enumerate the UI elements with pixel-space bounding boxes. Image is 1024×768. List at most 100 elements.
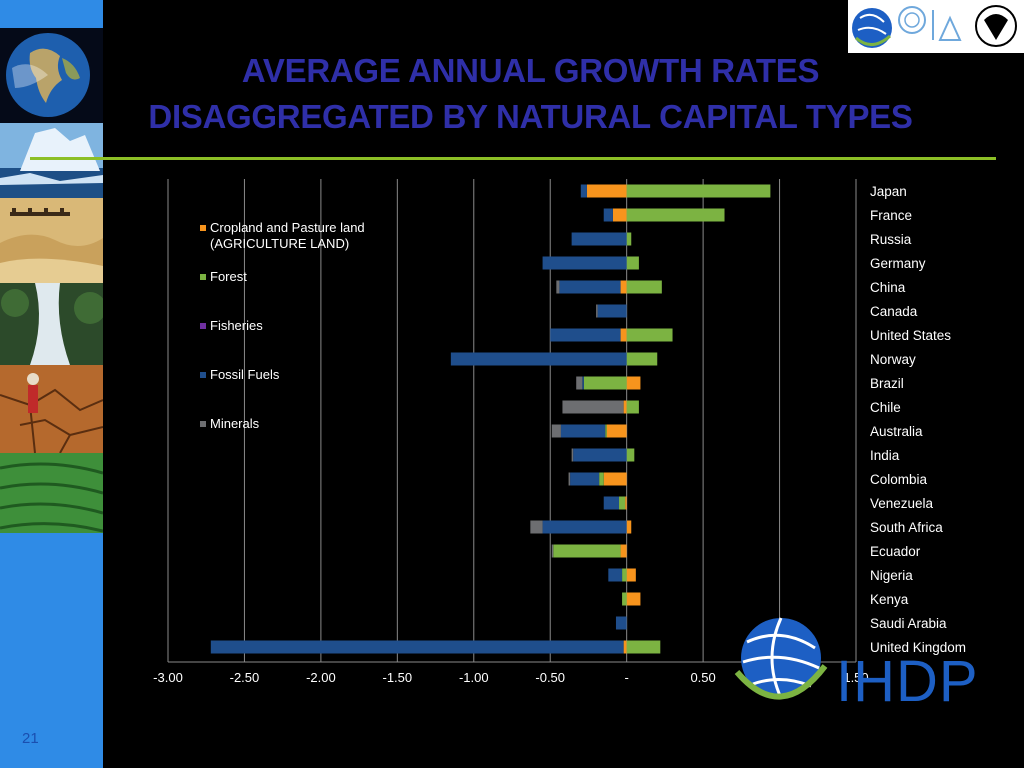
bar-forest <box>622 592 627 606</box>
category-label: Nigeria <box>870 568 913 583</box>
bar-fossil_fuels <box>608 568 623 582</box>
bar-minerals <box>551 544 554 558</box>
bar-fossil_fuels <box>542 520 627 534</box>
bar-fossil_fuels <box>560 424 606 438</box>
bar-agriculture <box>620 280 627 294</box>
category-label: China <box>870 280 906 295</box>
category-label: Australia <box>870 424 923 439</box>
bar-fossil_fuels <box>450 352 627 366</box>
legend-swatch <box>200 323 206 329</box>
bar-fossil_fuels <box>570 472 600 486</box>
unu-logo-icon <box>932 10 962 41</box>
bar-forest <box>626 328 673 342</box>
bar-forest <box>626 352 658 366</box>
x-tick-label: 0.50 <box>690 670 715 685</box>
bar-fossil_fuels <box>603 208 613 222</box>
bar-forest <box>605 424 607 438</box>
bar-agriculture <box>586 184 627 198</box>
ihdp-logo-icon <box>852 8 892 48</box>
bar-agriculture <box>623 400 627 414</box>
bar-agriculture <box>620 328 627 342</box>
bar-forest <box>626 640 661 654</box>
bar-forest <box>583 376 627 390</box>
bar-minerals <box>530 520 543 534</box>
bar-minerals <box>562 400 624 414</box>
bar-minerals <box>596 304 598 318</box>
category-label: United States <box>870 328 951 343</box>
bar-fossil_fuels <box>210 640 624 654</box>
category-label: Japan <box>870 184 907 199</box>
x-tick-label: -2.50 <box>230 670 260 685</box>
bar-minerals <box>568 472 571 486</box>
bar-forest <box>622 568 627 582</box>
rice-terraces-image <box>0 453 103 533</box>
category-label: Norway <box>870 352 916 367</box>
ihdp-globe-icon <box>734 617 828 700</box>
bar-minerals <box>556 280 560 294</box>
bar-agriculture <box>620 544 627 558</box>
category-label: India <box>870 448 900 463</box>
category-label: Chile <box>870 400 901 415</box>
waterfall-image <box>0 283 103 365</box>
bar-forest <box>626 448 635 462</box>
bar-fossil_fuels <box>615 616 627 630</box>
category-label: Russia <box>870 232 912 247</box>
category-label: South Africa <box>870 520 943 535</box>
title-line-2: DISAGGREGATED BY NATURAL CAPITAL TYPES <box>148 98 913 135</box>
bar-forest <box>599 472 604 486</box>
legend-swatch <box>200 421 206 427</box>
bar-forest <box>553 544 621 558</box>
bar-minerals <box>571 448 574 462</box>
bar-forest <box>626 184 771 198</box>
title-line-1: AVERAGE ANNUAL GROWTH RATES <box>241 52 820 89</box>
slide-number: 21 <box>22 730 39 747</box>
legend-swatch <box>200 225 206 231</box>
bar-agriculture <box>603 472 627 486</box>
bar-minerals <box>551 424 561 438</box>
bar-fossil_fuels <box>597 304 627 318</box>
bar-fossil_fuels <box>603 496 620 510</box>
category-label: Ecuador <box>870 544 921 559</box>
legend-swatch <box>200 372 206 378</box>
slide-title: AVERAGE ANNUAL GROWTH RATES DISAGGREGATE… <box>103 48 958 140</box>
un-emblem-icon <box>898 6 926 34</box>
category-label: Colombia <box>870 472 928 487</box>
category-label: Kenya <box>870 592 909 607</box>
category-label: United Kingdom <box>870 640 966 655</box>
ihdp-logo-text: IHDP <box>836 649 979 714</box>
bar-fossil_fuels <box>573 448 627 462</box>
bar-forest <box>626 208 725 222</box>
desert-caravan-image <box>0 198 103 283</box>
bar-agriculture <box>626 568 636 582</box>
left-photo-sidebar <box>0 0 103 768</box>
bar-agriculture <box>612 208 627 222</box>
unep-logo-icon <box>975 5 1017 47</box>
x-tick-label: -3.00 <box>153 670 183 685</box>
bar-fossil_fuels <box>571 232 627 246</box>
x-tick-label: 1.50 <box>843 670 868 685</box>
x-tick-label: -1.00 <box>459 670 489 685</box>
bar-fossil_fuels <box>559 280 621 294</box>
bar-forest <box>619 496 626 510</box>
bar-agriculture <box>625 496 627 510</box>
x-tick-label: -2.00 <box>306 670 336 685</box>
bar-forest <box>626 280 662 294</box>
bar-minerals <box>576 376 583 390</box>
legend-label: Minerals <box>210 416 260 431</box>
bar-forest <box>626 256 639 270</box>
bar-fossil_fuels <box>580 184 587 198</box>
x-tick-label: - <box>624 670 628 685</box>
legend-label: Cropland and Pasture land (AGRICULTURE LA… <box>210 220 365 251</box>
bar-agriculture <box>606 424 627 438</box>
bar-agriculture <box>626 592 641 606</box>
bar-fossil_fuels <box>550 328 621 342</box>
x-tick-label: -0.50 <box>535 670 565 685</box>
bar-agriculture <box>626 520 632 534</box>
category-label: France <box>870 208 912 223</box>
bar-agriculture <box>626 376 641 390</box>
category-label: Saudi Arabia <box>870 616 947 631</box>
partner-logos <box>848 0 1024 53</box>
bar-fossil_fuels <box>542 256 627 270</box>
cracked-earth-image <box>0 365 103 453</box>
